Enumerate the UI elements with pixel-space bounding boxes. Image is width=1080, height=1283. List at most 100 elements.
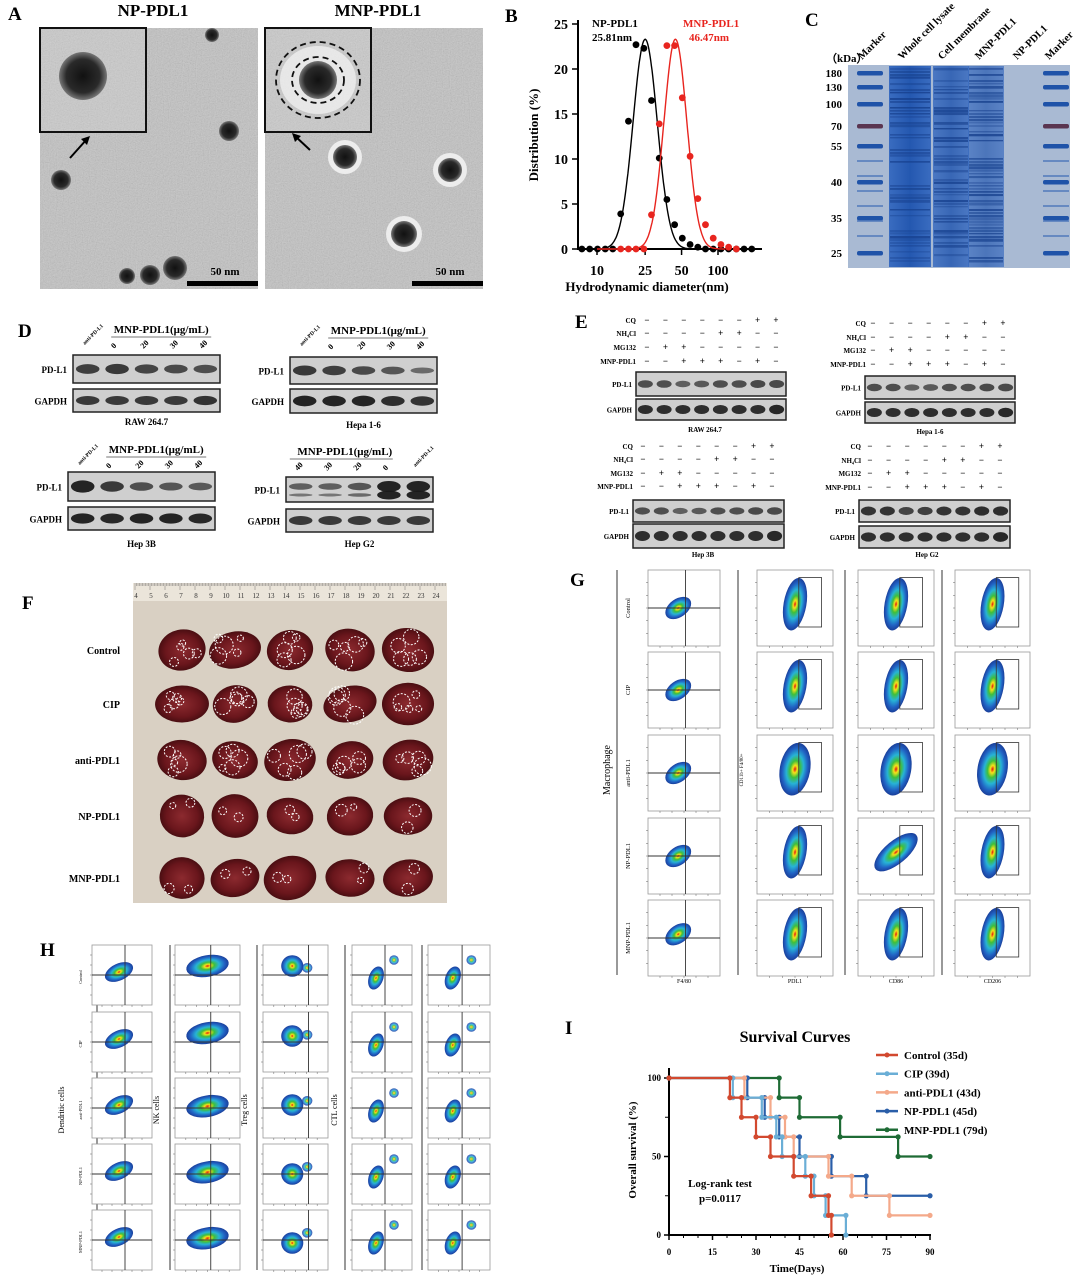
protein-band <box>890 188 930 190</box>
data-point <box>632 245 640 253</box>
protein-band <box>934 179 968 182</box>
panel-g-macrophage-flow: Macrophage CD11b+ F4/80+ Control CIP anti-PD… <box>602 569 1031 985</box>
tumor-nodule-outline <box>241 695 255 709</box>
treatment-sign: − <box>659 441 664 451</box>
plot-anti-pdl1-col1 <box>90 1077 153 1140</box>
row-label-gapdh: GAPDH <box>836 410 862 418</box>
protein-band <box>890 137 930 139</box>
x-tick-label: 15 <box>708 1247 718 1257</box>
density-cloud <box>186 1021 229 1045</box>
x-axis-label: Time(Days) <box>770 1263 825 1275</box>
tumor-nodule-outline <box>411 690 421 699</box>
panel-label-g: G <box>570 570 585 591</box>
protein-band <box>890 197 930 200</box>
marker-band <box>1043 180 1069 185</box>
tumor-nodule-outline <box>172 693 183 703</box>
survival-marker <box>802 1153 808 1160</box>
protein-band <box>890 122 930 125</box>
plot-anti-pdl1-col3 <box>856 734 935 813</box>
treatment-sign: − <box>733 468 738 478</box>
survival-marker <box>776 1075 782 1081</box>
plot-mnp-pdl1-col2 <box>173 1209 241 1272</box>
tumor-nodule-outline <box>233 812 244 823</box>
protein-band <box>890 242 930 245</box>
band <box>288 516 313 525</box>
flow-plot <box>90 944 153 1007</box>
survival-marker <box>843 1232 849 1238</box>
band <box>675 404 691 415</box>
band <box>322 365 346 376</box>
treatment-sign: − <box>960 482 965 492</box>
marker-band-faint <box>1043 205 1069 207</box>
protein-band <box>969 218 1003 221</box>
treatment-sign: − <box>718 342 723 352</box>
tumor-nodule-outline <box>408 863 420 875</box>
band <box>164 364 188 374</box>
protein-band <box>934 188 968 190</box>
band <box>960 383 976 392</box>
legend-marker <box>884 1108 890 1114</box>
band <box>691 507 707 515</box>
tumor-nodule-outline <box>350 803 358 811</box>
tumor-nodule-outline <box>220 868 231 879</box>
density-cloud <box>444 1165 461 1189</box>
treatment-sign: + <box>733 454 738 464</box>
survival-marker <box>927 1193 933 1199</box>
tumor-nodule-outline <box>163 882 175 894</box>
treatment-sign: − <box>714 468 719 478</box>
band <box>351 395 376 407</box>
survival-marker <box>738 1114 745 1120</box>
liver <box>326 796 374 836</box>
tumor-nodule-outline <box>168 698 180 710</box>
tumor-nodule-outline <box>287 765 303 781</box>
cell-line-caption: Hep 3B <box>127 539 156 549</box>
band <box>129 482 154 491</box>
marker-band <box>1043 124 1069 129</box>
survival-marker <box>782 1114 788 1120</box>
band <box>134 396 159 405</box>
protein-band <box>934 242 968 244</box>
band <box>712 404 728 415</box>
density-cloud <box>302 1228 313 1238</box>
treatment-label: MNP-PDL1 <box>830 361 866 369</box>
liver <box>157 739 207 781</box>
plot-np-pdl1-col3 <box>261 1143 329 1206</box>
density-cloud <box>302 963 313 973</box>
band <box>75 396 100 405</box>
band <box>292 365 317 376</box>
plot-anti-pdl1-col4 <box>350 1077 413 1140</box>
band <box>637 404 653 415</box>
tumor-nodule-outline <box>163 745 176 758</box>
gapdh-membrane <box>864 401 1016 424</box>
band <box>748 531 764 541</box>
treatment-sign: − <box>886 455 891 465</box>
treatment-sign: − <box>733 481 738 491</box>
treatment-sign: − <box>769 454 774 464</box>
gate <box>995 825 1020 876</box>
protein-band <box>934 113 968 116</box>
cell-line-caption: RAW 264.7 <box>125 417 169 427</box>
band <box>729 507 745 515</box>
pd-l1-membrane <box>632 499 785 523</box>
data-point <box>640 245 648 253</box>
survival-marker <box>759 1095 765 1101</box>
concentration-header: MNP-PDL1(μg/mL) <box>109 444 204 456</box>
density-cloud <box>444 966 461 990</box>
density-cloud <box>444 1033 461 1057</box>
protein-band <box>934 80 968 82</box>
protein-band <box>969 164 1003 167</box>
treatment-label: NH₄Cl <box>613 456 633 464</box>
annotation-np-size: 25.81nm <box>592 32 632 44</box>
protein-band <box>934 182 968 184</box>
liver <box>325 859 375 897</box>
band <box>748 507 764 515</box>
ruler-number: 20 <box>373 592 381 600</box>
band <box>767 530 783 542</box>
protein-band <box>969 176 1003 179</box>
band <box>729 531 745 541</box>
plot-cip-col4 <box>953 651 1031 730</box>
population-label: Macrophage <box>602 744 613 795</box>
tumor-nodule-outline <box>390 637 406 654</box>
treatment-sign: − <box>755 342 760 352</box>
density-cloud <box>368 1099 384 1123</box>
